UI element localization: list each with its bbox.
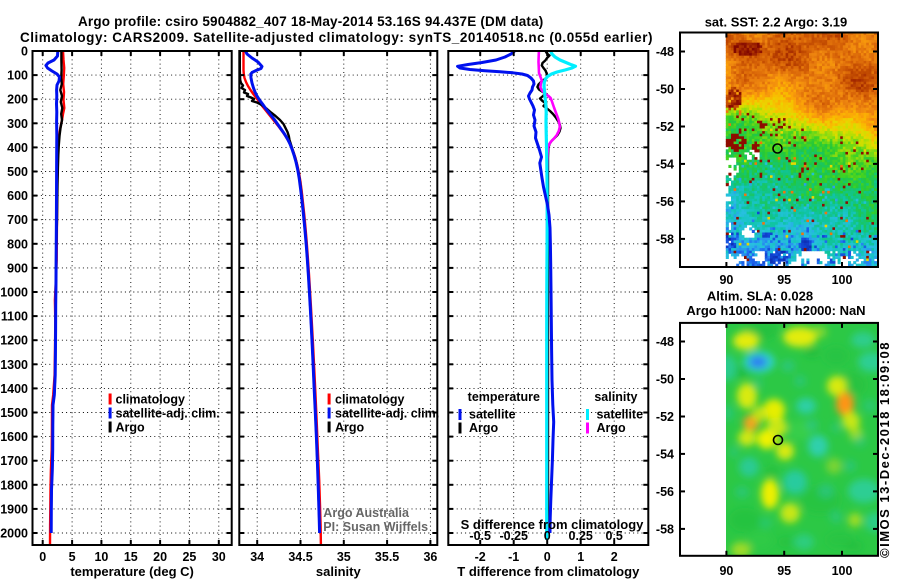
svg-text:10: 10 (94, 550, 108, 564)
svg-text:satellite-adj. clim.: satellite-adj. clim. (335, 407, 439, 421)
svg-text:1400: 1400 (0, 382, 28, 396)
svg-text:900: 900 (7, 261, 28, 275)
svg-text:climatology: climatology (116, 393, 186, 407)
svg-text:temperature (deg C): temperature (deg C) (70, 564, 194, 579)
svg-text:satellite: satellite (469, 408, 516, 422)
svg-text:700: 700 (7, 213, 28, 227)
svg-text:1900: 1900 (0, 502, 28, 516)
svg-text:36: 36 (423, 550, 437, 564)
svg-text:0: 0 (39, 550, 46, 564)
svg-text:200: 200 (7, 93, 28, 107)
svg-text:Argo Australia: Argo Australia (323, 506, 410, 520)
svg-text:20: 20 (153, 550, 167, 564)
svg-text:30: 30 (212, 550, 226, 564)
svg-text:salinity: salinity (316, 564, 362, 579)
svg-text:-2: -2 (475, 550, 486, 564)
svg-text:100: 100 (7, 69, 28, 83)
svg-text:1800: 1800 (0, 478, 28, 492)
svg-text:34.5: 34.5 (288, 550, 312, 564)
svg-text:climatology: climatology (335, 393, 405, 407)
svg-text:600: 600 (7, 189, 28, 203)
svg-text:1500: 1500 (0, 406, 28, 420)
svg-text:1700: 1700 (0, 454, 28, 468)
svg-text:1600: 1600 (0, 430, 28, 444)
svg-text:Argo: Argo (335, 421, 365, 435)
svg-text:34: 34 (250, 550, 264, 564)
svg-text:2: 2 (611, 550, 618, 564)
svg-text:Argo: Argo (597, 421, 627, 435)
svg-text:35: 35 (337, 550, 351, 564)
svg-text:5: 5 (69, 550, 76, 564)
svg-text:0: 0 (21, 45, 28, 59)
svg-text:1200: 1200 (0, 334, 28, 348)
svg-text:500: 500 (7, 165, 28, 179)
svg-text:1000: 1000 (0, 286, 28, 300)
svg-text:1100: 1100 (1, 310, 28, 324)
svg-text:1300: 1300 (0, 358, 28, 372)
svg-text:Argo: Argo (116, 421, 146, 435)
svg-text:Argo: Argo (469, 421, 499, 435)
svg-text:35.5: 35.5 (375, 550, 399, 564)
svg-text:2000: 2000 (0, 527, 28, 541)
svg-text:300: 300 (7, 117, 28, 131)
svg-text:15: 15 (124, 550, 138, 564)
svg-text:satellite: satellite (597, 408, 644, 422)
svg-text:1: 1 (577, 550, 584, 564)
svg-text:Argo profile: csiro 5904882_40: Argo profile: csiro 5904882_407 18-May-2… (78, 14, 543, 29)
svg-text:800: 800 (7, 237, 28, 251)
svg-text:satellite-adj. clim.: satellite-adj. clim. (116, 407, 220, 421)
svg-text:T difference from climatology: T difference from climatology (457, 564, 640, 579)
svg-text:salinity: salinity (594, 390, 637, 404)
svg-text:S difference from climatology: S difference from climatology (461, 517, 645, 532)
svg-text:temperature: temperature (468, 390, 540, 404)
svg-text:400: 400 (7, 141, 28, 155)
svg-text:-1: -1 (508, 550, 519, 564)
svg-text:PI: Susan Wijffels: PI: Susan Wijffels (323, 520, 428, 534)
svg-text:0: 0 (544, 550, 551, 564)
svg-text:25: 25 (182, 550, 196, 564)
svg-text:Climatology: CARS2009. Satelli: Climatology: CARS2009. Satellite-adjuste… (20, 30, 653, 45)
